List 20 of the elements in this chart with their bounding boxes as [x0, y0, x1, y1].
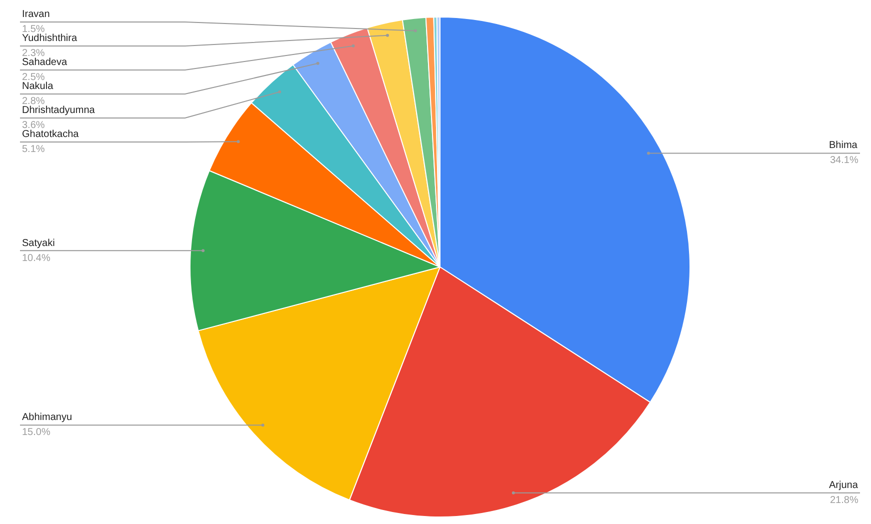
data-label: 2.5% [22, 72, 45, 83]
slice-label: Iravan [22, 9, 50, 20]
data-label: 2.8% [22, 96, 45, 107]
data-label: 1.5% [22, 24, 45, 35]
data-label: 10.4% [22, 253, 50, 264]
slice-label: Abhimanyu [22, 412, 72, 423]
slice-label: Bhima [829, 140, 858, 151]
data-label: 34.1% [830, 155, 858, 166]
slice-label: Satyaki [22, 238, 55, 249]
slice-label: Nakula [22, 81, 54, 92]
data-label: 5.1% [22, 144, 45, 155]
data-label: 3.6% [22, 120, 45, 131]
slice-label: Dhrishtadyumna [22, 105, 96, 116]
data-label: 21.8% [830, 495, 858, 506]
slice-label: Yudhishthira [22, 33, 78, 44]
slice-label: Arjuna [829, 480, 858, 491]
data-label: 15.0% [22, 427, 50, 438]
slice-label: Ghatotkacha [22, 129, 80, 140]
slice-label: Sahadeva [22, 57, 68, 68]
data-label: 2.3% [22, 48, 45, 59]
